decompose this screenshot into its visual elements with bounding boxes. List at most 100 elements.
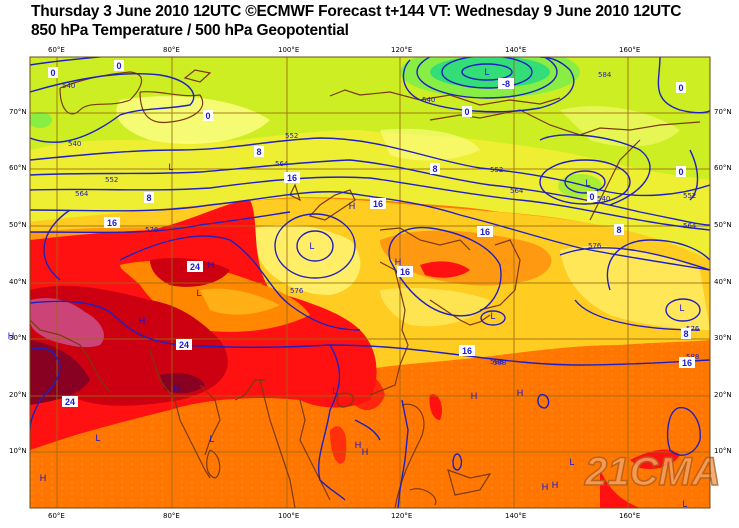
latitude-label: 10°N bbox=[714, 447, 732, 455]
low-pressure-marker: L bbox=[196, 288, 201, 298]
svg-text:24: 24 bbox=[65, 397, 75, 407]
longitude-label: 60°E bbox=[48, 512, 65, 520]
longitude-label: 60°E bbox=[48, 46, 65, 54]
svg-text:0: 0 bbox=[50, 68, 55, 78]
coastlines bbox=[30, 69, 701, 508]
geopotential-label: 564 bbox=[275, 160, 289, 168]
svg-text:8: 8 bbox=[616, 225, 621, 235]
isotherm-label: 16 bbox=[370, 198, 386, 209]
geopotential-label: 584 bbox=[598, 71, 612, 79]
isotherm-label: 0 bbox=[676, 82, 686, 93]
isotherm-label: 0 bbox=[676, 166, 686, 177]
longitude-label: 160°E bbox=[619, 46, 641, 54]
svg-text:16: 16 bbox=[400, 267, 410, 277]
isotherm-label: 0 bbox=[48, 67, 58, 78]
isotherm-label: 16 bbox=[679, 357, 695, 368]
latitude-label: 60°N bbox=[714, 164, 732, 172]
low-pressure-marker: L bbox=[569, 457, 574, 467]
svg-text:16: 16 bbox=[373, 199, 383, 209]
longitude-label: 80°E bbox=[163, 512, 180, 520]
high-pressure-marker: H bbox=[395, 257, 402, 267]
temperature-field bbox=[30, 57, 710, 508]
svg-text:8: 8 bbox=[432, 164, 437, 174]
latitude-label: 70°N bbox=[714, 108, 732, 116]
geopotential-label: 540 bbox=[597, 195, 610, 203]
high-pressure-marker: H bbox=[208, 260, 215, 270]
geopotential-label: 564 bbox=[510, 187, 524, 195]
svg-text:-8: -8 bbox=[502, 79, 510, 89]
high-pressure-marker: H bbox=[362, 447, 369, 457]
watermark-21cma: 21CMA bbox=[584, 450, 721, 494]
high-pressure-marker: H bbox=[40, 473, 47, 483]
high-pressure-marker: H bbox=[517, 388, 524, 398]
svg-text:16: 16 bbox=[462, 346, 472, 356]
low-pressure-marker: L bbox=[679, 303, 684, 313]
svg-text:8: 8 bbox=[146, 193, 151, 203]
geopotential-contours bbox=[30, 57, 710, 508]
high-pressure-marker: H bbox=[8, 331, 15, 341]
geopotential-label: 576 bbox=[686, 325, 700, 333]
longitude-label: 120°E bbox=[391, 46, 413, 54]
isotherm-label: 16 bbox=[477, 226, 493, 237]
isotherm-label: 8 bbox=[254, 146, 264, 157]
high-pressure-marker: H bbox=[174, 384, 181, 394]
latitude-label: 20°N bbox=[9, 391, 27, 399]
plot-frame bbox=[29, 56, 711, 509]
svg-text:16: 16 bbox=[682, 358, 692, 368]
high-pressure-marker: H bbox=[349, 201, 356, 211]
svg-text:0: 0 bbox=[464, 107, 469, 117]
latitude-label: 30°N bbox=[714, 334, 732, 342]
svg-text:24: 24 bbox=[190, 262, 200, 272]
high-pressure-marker: H bbox=[355, 440, 362, 450]
isotherm-label: 24 bbox=[176, 339, 192, 350]
svg-text:0: 0 bbox=[678, 83, 683, 93]
low-pressure-marker: L bbox=[209, 434, 214, 444]
geopotential-label: 552 bbox=[490, 166, 503, 174]
latitude-label: 20°N bbox=[714, 391, 732, 399]
geopotential-label: 576 bbox=[145, 226, 159, 234]
latitude-label: 70°N bbox=[9, 108, 27, 116]
svg-text:24: 24 bbox=[179, 340, 189, 350]
latitude-label: 40°N bbox=[9, 278, 27, 286]
geopotential-label: 588 bbox=[490, 358, 503, 366]
isotherm-label: 0 bbox=[203, 110, 213, 121]
high-pressure-marker: H bbox=[542, 482, 549, 492]
isotherm-label: 0 bbox=[462, 106, 472, 117]
svg-text:0: 0 bbox=[116, 61, 121, 71]
latitude-label: 10°N bbox=[9, 447, 27, 455]
longitude-label: 140°E bbox=[505, 512, 527, 520]
isotherm-label: 8 bbox=[430, 163, 440, 174]
svg-text:0: 0 bbox=[589, 192, 594, 202]
high-pressure-marker: H bbox=[552, 480, 559, 490]
isotherm-label: -8 bbox=[498, 78, 514, 89]
isotherm-label: 16 bbox=[104, 217, 120, 228]
isotherm-labels: 0 0 0 0 0 0 -8 0 8 8 8 8 8 16 16 16 16 16 16 16 24 24 24 bbox=[48, 60, 695, 407]
svg-text:8: 8 bbox=[256, 147, 261, 157]
isotherm-label: 8 bbox=[144, 192, 154, 203]
svg-text:16: 16 bbox=[107, 218, 117, 228]
isotherm-label: 16 bbox=[459, 345, 475, 356]
longitude-label: 160°E bbox=[619, 512, 641, 520]
high-pressure-marker: H bbox=[471, 391, 478, 401]
low-pressure-marker: L bbox=[682, 499, 687, 509]
high-pressure-marker: H bbox=[139, 316, 146, 326]
geopotential-label: 540 bbox=[422, 96, 435, 104]
geopotential-label: 552 bbox=[683, 192, 696, 200]
low-pressure-marker: L bbox=[95, 433, 100, 443]
forecast-title: Thursday 3 June 2010 12UTC ©ECMWF Foreca… bbox=[31, 3, 682, 20]
geopotential-label: 552 bbox=[285, 132, 298, 140]
geopotential-label: 564 bbox=[75, 190, 89, 198]
isotherm-label: 24 bbox=[187, 261, 203, 272]
isotherm-label: 16 bbox=[397, 266, 413, 277]
latitude-label: 40°N bbox=[714, 278, 732, 286]
low-pressure-marker: L bbox=[484, 67, 489, 77]
geopotential-label: 552 bbox=[105, 176, 118, 184]
latitude-label: 50°N bbox=[9, 221, 27, 229]
latitude-label: 60°N bbox=[9, 164, 27, 172]
isotherm-label: 0 bbox=[114, 60, 124, 71]
longitude-label: 100°E bbox=[278, 46, 300, 54]
isotherm-label: 0 bbox=[587, 191, 597, 202]
geopotential-label: 540 bbox=[62, 82, 75, 90]
geopotential-label: 564 bbox=[683, 222, 697, 230]
